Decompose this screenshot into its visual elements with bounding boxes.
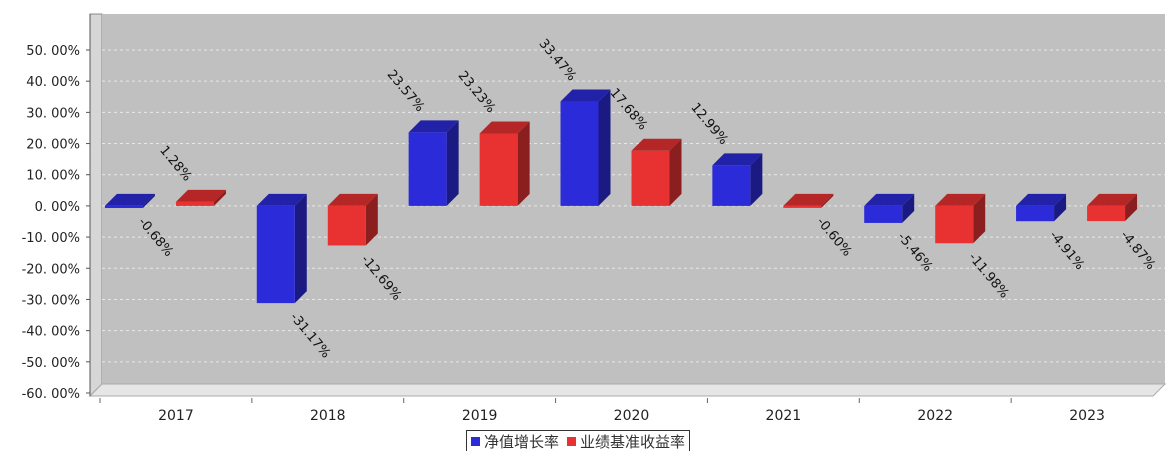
y-axis: 50. 00% 40. 00% 30. 00% 20. 00% 10. 00% 0. 00… — [22, 14, 91, 402]
bar-front — [631, 150, 670, 206]
bar-front — [1087, 205, 1126, 222]
y-tick-label: -60. 00% — [22, 387, 80, 402]
x-axis: 2017 2018 2019 2020 2021 2022 2023 — [99, 398, 1105, 424]
bar-top — [408, 120, 459, 133]
bar — [175, 189, 226, 206]
bar — [479, 121, 530, 206]
y-tick-label: 50. 00% — [26, 44, 80, 59]
bar-front — [1016, 205, 1055, 222]
y-tick-label: 0. 00% — [35, 200, 80, 215]
bar — [935, 193, 986, 244]
bar-side — [446, 120, 459, 206]
x-tick-label: 2022 — [917, 408, 953, 424]
bar-front — [864, 205, 903, 223]
bar — [560, 89, 611, 206]
bar-top — [864, 193, 915, 206]
bar — [783, 193, 834, 208]
bar-front — [479, 133, 518, 206]
bar — [864, 193, 915, 223]
x-tick-label: 2023 — [1069, 408, 1105, 424]
bar-side — [365, 193, 378, 246]
bar — [1016, 193, 1067, 222]
bar-side — [750, 153, 763, 206]
bar-front — [712, 165, 751, 206]
bar-front — [560, 101, 599, 206]
bar-top — [256, 193, 307, 206]
legend-swatch-red — [567, 436, 577, 446]
legend-swatch-blue — [471, 436, 480, 446]
bar-side — [973, 193, 986, 244]
bar-top — [327, 193, 378, 206]
bar-top — [104, 193, 155, 206]
bar — [631, 138, 682, 206]
bar-front — [256, 205, 295, 304]
y-tick-label: 40. 00% — [26, 75, 80, 90]
x-tick-label: 2019 — [462, 408, 498, 424]
bar-top — [479, 121, 530, 134]
bar-front — [175, 201, 214, 206]
bar-side — [598, 89, 611, 206]
legend-item-benchmark: 业绩基准收益率 — [567, 431, 685, 452]
legend-label: 业绩基准收益率 — [580, 432, 686, 451]
bar-top — [1087, 193, 1138, 206]
bar-top — [560, 89, 611, 102]
bar-side — [213, 189, 226, 206]
bar-front — [327, 205, 366, 246]
bar — [408, 120, 459, 206]
bar — [1087, 193, 1138, 222]
bar-top — [175, 189, 226, 202]
y-tick-label: 30. 00% — [26, 106, 80, 121]
bar-side — [517, 121, 530, 206]
bar — [104, 193, 155, 209]
bar-top — [631, 138, 682, 151]
y-tick-label: -10. 00% — [22, 231, 80, 246]
plot-left-wall — [89, 13, 103, 398]
y-tick-label: -30. 00% — [22, 293, 80, 308]
bar-side — [821, 193, 834, 208]
y-tick-label: -40. 00% — [22, 325, 80, 340]
plot-floor — [88, 383, 1167, 397]
bar-top — [1016, 193, 1067, 206]
x-tick-label: 2017 — [158, 408, 194, 424]
bar-front — [104, 205, 143, 209]
bars — [104, 89, 1138, 304]
bar-front — [783, 205, 822, 208]
x-tick-label: 2021 — [766, 408, 802, 424]
bar-side — [1054, 193, 1067, 222]
bar-top — [783, 193, 834, 206]
x-tick-label: 2018 — [310, 408, 346, 424]
bar-side — [142, 193, 155, 209]
bar-top — [712, 153, 763, 166]
bar-front — [408, 132, 447, 206]
bar — [327, 193, 378, 246]
y-tick-label: 10. 00% — [26, 169, 80, 184]
y-tick-label: -50. 00% — [22, 356, 80, 371]
bar-side — [902, 193, 915, 223]
bar-front — [935, 205, 974, 244]
bar-top — [935, 193, 986, 206]
legend-item-nav-growth: 净值增长率 — [471, 431, 559, 452]
bar — [256, 193, 307, 304]
legend: 净值增长率 业绩基准收益率 — [466, 430, 691, 452]
y-tick-label: -20. 00% — [22, 262, 80, 277]
y-tick-label: 20. 00% — [26, 138, 80, 153]
x-tick-label: 2020 — [614, 408, 650, 424]
legend-label: 净值增长率 — [484, 432, 560, 451]
bar-side — [669, 138, 682, 206]
bar-side — [294, 193, 307, 304]
bar — [712, 153, 763, 206]
bar-side — [1125, 193, 1138, 222]
